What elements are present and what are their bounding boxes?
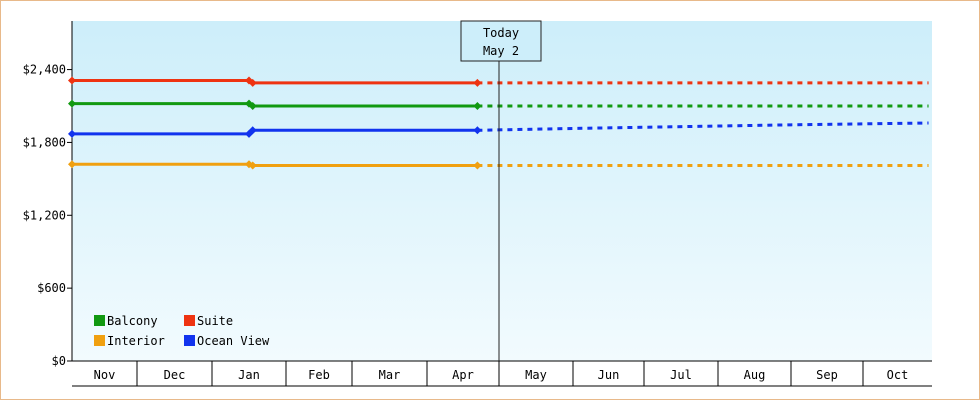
data-point <box>248 78 257 87</box>
plot-area <box>72 21 932 361</box>
month-label: Jan <box>238 368 260 382</box>
month-label: Oct <box>887 368 909 382</box>
month-label: Feb <box>308 368 330 382</box>
month-label: Mar <box>379 368 401 382</box>
data-point <box>68 129 76 138</box>
series-interior <box>68 160 929 170</box>
data-point <box>68 99 76 108</box>
month-label: Nov <box>94 368 116 382</box>
data-point <box>473 161 482 170</box>
today-date-label: May 2 <box>483 44 519 58</box>
y-tick-label: $1,800 <box>23 135 66 149</box>
month-label: Aug <box>744 368 766 382</box>
y-tick-label: $2,400 <box>23 63 66 77</box>
today-marker: Today May 2 <box>460 20 542 361</box>
data-point <box>473 126 482 135</box>
x-axis: Nov Dec Jan Feb Mar Apr May Jun Jul Aug Sep Oct <box>72 360 932 387</box>
today-box <box>460 20 542 62</box>
legend-label: Balcony <box>107 314 158 328</box>
legend-swatch <box>184 335 195 346</box>
month-label: Dec <box>164 368 186 382</box>
y-axis: $0 $600 $1,200 $1,800 $2,400 <box>23 21 73 368</box>
data-point <box>248 126 257 135</box>
series-suite <box>68 76 929 87</box>
data-point <box>248 161 257 170</box>
legend-swatch <box>94 335 105 346</box>
month-label: May <box>525 368 547 382</box>
month-label: Apr <box>452 368 474 382</box>
legend-swatch <box>94 315 105 326</box>
series-ocean-view <box>68 121 929 138</box>
legend-label: Suite <box>197 314 233 328</box>
legend-swatch <box>184 315 195 326</box>
data-point <box>68 160 76 169</box>
y-tick-label: $1,200 <box>23 208 66 222</box>
month-label: Jun <box>598 368 620 382</box>
today-label: Today <box>483 26 519 40</box>
month-label: Sep <box>816 368 838 382</box>
y-tick-label: $0 <box>52 354 66 368</box>
y-tick-label: $600 <box>37 281 66 295</box>
data-point <box>248 102 257 110</box>
legend-label: Interior <box>107 334 165 348</box>
month-label: Jul <box>670 368 692 382</box>
series-layer <box>68 76 929 170</box>
series-line <box>72 162 478 167</box>
legend-label: Ocean View <box>197 334 270 348</box>
data-point <box>473 78 482 87</box>
legend: Balcony Suite Interior Ocean View <box>94 314 270 348</box>
data-point <box>473 102 482 110</box>
data-point <box>68 76 76 85</box>
series-balcony <box>68 99 929 110</box>
series-forecast-line <box>477 121 929 132</box>
